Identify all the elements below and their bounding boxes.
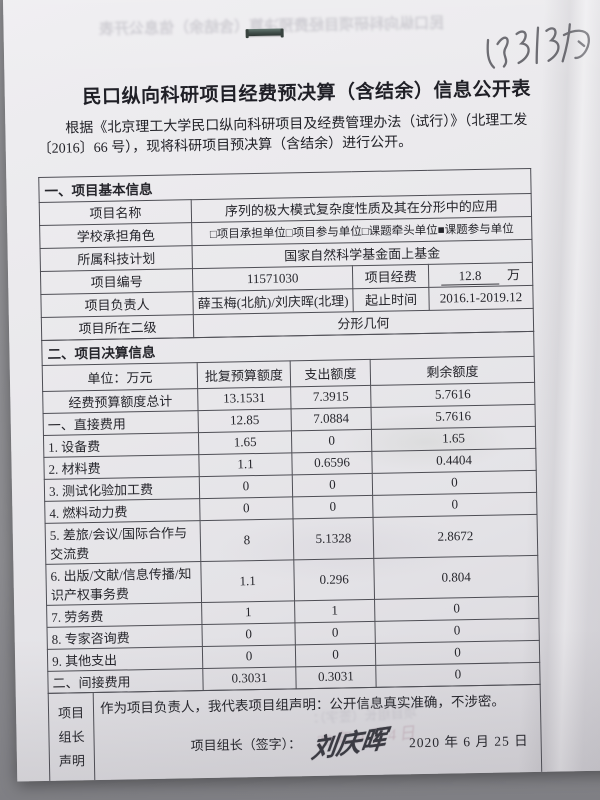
remaining-value: 0.4404 [371,448,537,474]
spent-value: 0 [292,473,373,497]
project-name-label: 项目名称 [39,199,192,226]
footnote: 注：项目负责人填写，由计划财务部负责公开。 [50,780,600,781]
remaining-value: 0 [372,491,537,517]
row-label: 经费预算额度总计 [42,388,199,414]
pi-value: 薛玉梅(北航)/刘庆晖(北理) [192,288,354,315]
approved-value: 0.3031 [202,666,297,691]
intro-paragraph: 根据《北京理工大学民口纵向科研项目及经费管理办法（试行）》（北理工发 〔2016… [37,111,544,161]
spent-value: 0 [291,429,372,453]
signature-row: 项目组长（签字）： 刘庆晖 2020 年 6 月 25 日 [94,720,541,764]
column-header-remaining: 剩余额度 [370,356,535,386]
row-label: 一、直接费用 [43,410,199,436]
side-label-line: 组长 [58,728,85,745]
approved-value: 1.1 [198,452,293,477]
project-no-label: 项目编号 [40,268,193,295]
approved-value: 8 [200,518,294,562]
program-label: 所属科技计划 [40,245,193,272]
approved-value: 0 [201,622,296,647]
remaining-value: 2.8672 [373,513,538,558]
pi-label: 项目负责人 [40,291,194,318]
row-label: 8. 专家咨询费 [46,624,203,649]
spent-value: 0.3031 [295,664,377,689]
remaining-value: 0 [374,595,539,621]
duration-label: 起止时间 [352,286,430,312]
spent-value: 0 [292,495,374,519]
spent-value: 0 [295,642,376,667]
side-label-line: 项目 [57,704,85,721]
duration-value: 2016.1-2019.12 [428,285,534,310]
signature-date: 2020 年 6 月 25 日 [408,732,529,750]
paper-sheet: 民口纵向科研项目经费预决算（含结余）信息公开表 项目组长（签字）： 20 年 9… [2,0,600,782]
role-label: 学校承担角色 [39,222,193,249]
approved-value: 13.1531 [197,386,292,411]
approved-value: 12.85 [198,408,292,433]
settlement-table: 二、项目决算信息 单位：万元 批复预算额度 支出额度 剩余额度 经费预算额度总计… [41,331,541,694]
staple-icon [246,28,283,37]
row-label: 5. 差旅/会议/国际合作与交流费 [45,520,201,565]
sign-label: 项目组长（签字）： [190,736,302,754]
funding-label: 项目经费 [352,263,429,289]
form-content: 民口纵向科研项目经费预决算（含结余）信息公开表 根据《北京理工大学民口纵向科研项… [3,0,600,782]
spent-value: 0.6596 [291,451,373,475]
row-label: 7. 劳务费 [46,602,202,627]
approved-value: 0 [199,474,293,499]
approved-value: 0 [199,496,294,521]
remaining-value: 0 [375,639,540,665]
declaration-table: 项目 组长 声明 作为项目负责人，我代表项目组声明：公开信息真实准确，不涉密。 … [48,683,543,782]
row-label: 9. 其他支出 [47,646,203,671]
spent-value: 0.296 [293,557,375,601]
spent-value: 0 [294,620,376,645]
remaining-value: 1.65 [371,426,536,452]
row-label: 4. 燃料动力费 [44,498,201,524]
funding-unit: 万 [506,266,521,282]
row-label: 2. 材料费 [43,454,200,480]
project-no-value: 11571030 [192,265,353,292]
approved-value: 0 [202,644,296,669]
page-title: 民口纵向科研项目经费预决算（含结余）信息公开表 [82,78,532,109]
approved-value: 1.1 [200,559,295,603]
spent-value: 1 [294,598,375,623]
row-label: 1. 设备费 [43,432,199,458]
remaining-value: 5.7616 [371,404,536,430]
remaining-value: 0.804 [373,554,539,599]
declaration-body-cell: 作为项目负责人，我代表项目组声明：公开信息真实准确，不涉密。 项目组长（签字）：… [93,683,542,782]
spent-value: 5.1328 [293,516,374,560]
column-header-unit: 单位：万元 [42,362,198,392]
spent-value: 7.3915 [290,385,372,409]
spent-value: 7.0884 [291,407,372,431]
row-label: 3. 测试化验加工费 [44,476,200,502]
column-header-approved: 批复预算额度 [197,360,291,389]
funding-value-cell: 12.8 万 [428,262,533,287]
remaining-value: 0 [374,617,540,643]
approved-value: 1 [201,600,295,625]
side-label-line: 声明 [58,752,86,769]
handwritten-signature: 刘庆晖 [309,725,388,764]
remaining-value: 5.7616 [370,382,535,408]
basic-info-table: 一、项目基本信息 项目名称 序列的极大模式复杂度性质及其在分形中的应用 学校承担… [38,168,534,341]
remaining-value: 0 [372,470,537,496]
handwritten-annotation [486,23,590,69]
row-label: 6. 出版/文献/信息传播/知识产权事务费 [45,561,202,605]
funding-value: 12.8 [440,267,500,286]
column-header-spent: 支出额度 [290,359,371,387]
declaration-side-label: 项目 组长 声明 [48,692,95,782]
approved-value: 1.65 [198,430,292,455]
